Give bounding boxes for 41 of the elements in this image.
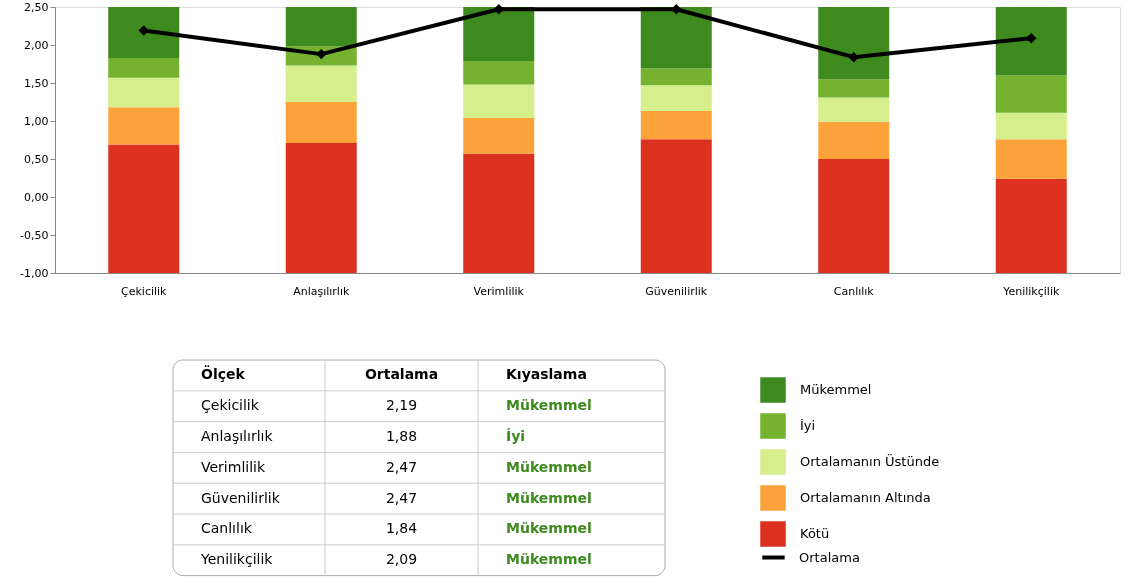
y-tick-label: 2,00 <box>24 38 49 52</box>
text: Mükemmel <box>506 520 592 537</box>
text: Ölçek <box>201 365 246 383</box>
text: Mükemmel <box>506 551 592 568</box>
category-label: Çekicilik <box>201 397 259 414</box>
text: 2,19 <box>385 397 418 414</box>
text: İyi <box>506 428 526 444</box>
text: 2,47 <box>385 489 418 506</box>
x-tick-label: Verimlilik <box>473 284 525 298</box>
y-tick-label: -1,00 <box>20 266 49 280</box>
text: Mükemmel <box>506 489 592 506</box>
legend-label: Mükemmel <box>800 382 872 397</box>
text: Mükemmel <box>506 458 592 475</box>
y-tick-label: 1,50 <box>24 76 49 90</box>
x-tick-label: Çekicilik <box>121 284 168 298</box>
y-tick-label: 1,00 <box>24 114 49 128</box>
category-label: Verimlilik <box>201 458 266 475</box>
text: 2,47 <box>385 458 418 475</box>
x-tick-label: Anlaşılırlık <box>293 284 350 298</box>
y-tick-label: 2,50 <box>24 0 49 14</box>
legend-label: Ortalamanın Altında <box>800 490 931 505</box>
text: Ortalama <box>364 366 439 383</box>
text: 1,84 <box>385 520 418 537</box>
legend-label: İyi <box>800 418 816 433</box>
x-tick-label: Canlılık <box>833 284 875 298</box>
legend-label: Ortalama <box>799 549 860 565</box>
text: Mükemmel <box>506 397 592 414</box>
text: 2,09 <box>385 551 418 568</box>
text: 1,88 <box>385 428 418 444</box>
category-label: Güvenilirlik <box>201 489 280 506</box>
category-label: Yenilikçilik <box>201 551 273 568</box>
x-tick-label: Güvenilirlik <box>645 284 708 298</box>
category-label: Canlılık <box>201 520 252 537</box>
legend-label: Ortalamanın Üstünde <box>800 453 940 469</box>
category-label: Anlaşılırlık <box>201 428 273 444</box>
y-tick-label: -0,50 <box>20 228 49 242</box>
legend-label: Kötü <box>800 526 830 541</box>
text: Kıyaslama <box>506 366 587 383</box>
y-tick-label: 0,50 <box>24 152 49 166</box>
y-tick-label: 0,00 <box>24 190 49 204</box>
x-tick-label: Yenilikçilik <box>1002 284 1060 298</box>
